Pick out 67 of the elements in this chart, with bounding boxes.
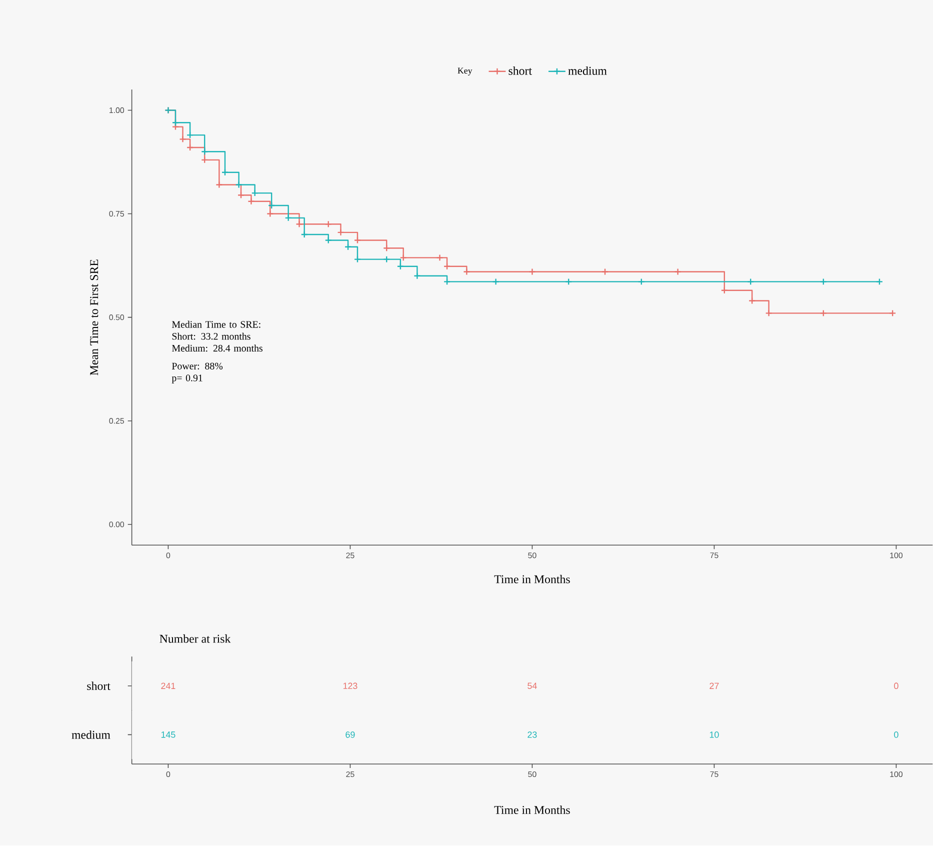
point <box>638 278 645 286</box>
annotation: Short: 33.2 months <box>172 332 250 340</box>
data-label: 145 <box>161 732 176 738</box>
chart-title: Number at risk <box>160 634 231 644</box>
point <box>747 278 754 286</box>
point <box>565 278 572 286</box>
point <box>172 123 180 131</box>
point <box>284 214 292 222</box>
x-axis-title: Time in Months <box>494 806 570 814</box>
data-label: 0 <box>894 732 898 738</box>
x-axis-title: Time in Months <box>494 575 570 584</box>
point <box>748 297 756 305</box>
point <box>324 236 332 244</box>
y-axis-title: Mean Time to First SRE <box>90 260 98 376</box>
data-label: 27 <box>710 682 719 690</box>
data-label: 54 <box>528 682 537 690</box>
point <box>820 278 827 286</box>
point <box>324 220 332 228</box>
annotation: p= 0.91 <box>172 374 202 384</box>
point <box>443 263 451 270</box>
data-label: 123 <box>343 682 358 690</box>
annotation: Power: 88% <box>172 362 223 370</box>
point <box>268 202 276 210</box>
legend-label: medium <box>568 66 607 76</box>
point <box>400 254 407 262</box>
data-label: 69 <box>346 732 355 738</box>
point <box>337 229 344 236</box>
point <box>354 256 362 264</box>
point <box>186 132 194 139</box>
data-label: 241 <box>161 682 176 690</box>
point <box>344 244 352 251</box>
point <box>248 198 255 206</box>
legend-label: short <box>508 66 532 76</box>
point <box>720 287 728 294</box>
data-label: 10 <box>710 732 719 738</box>
point <box>235 181 242 189</box>
point <box>396 263 404 270</box>
point <box>296 220 303 228</box>
point <box>221 169 229 176</box>
point <box>237 192 245 199</box>
point <box>463 268 470 276</box>
point <box>414 272 421 280</box>
point <box>216 181 223 189</box>
point <box>179 136 186 143</box>
point <box>354 236 362 244</box>
point <box>172 119 180 126</box>
point <box>201 148 208 156</box>
point <box>300 231 308 238</box>
point <box>528 268 536 276</box>
point <box>266 210 274 218</box>
point <box>765 310 772 317</box>
point <box>492 278 500 286</box>
point <box>601 268 609 276</box>
point <box>443 278 451 286</box>
legend-title: Key <box>458 68 472 76</box>
point <box>383 256 390 264</box>
point <box>201 156 208 164</box>
point <box>186 144 194 152</box>
point <box>251 190 258 197</box>
annotation: Median Time to SRE: <box>172 321 260 328</box>
data-label: 0 <box>894 682 898 690</box>
point <box>436 254 444 262</box>
point <box>674 268 682 276</box>
data-label: 23 <box>528 732 537 738</box>
point <box>820 310 827 317</box>
point <box>383 244 390 252</box>
annotation: Medium: 28.4 months <box>172 344 262 352</box>
